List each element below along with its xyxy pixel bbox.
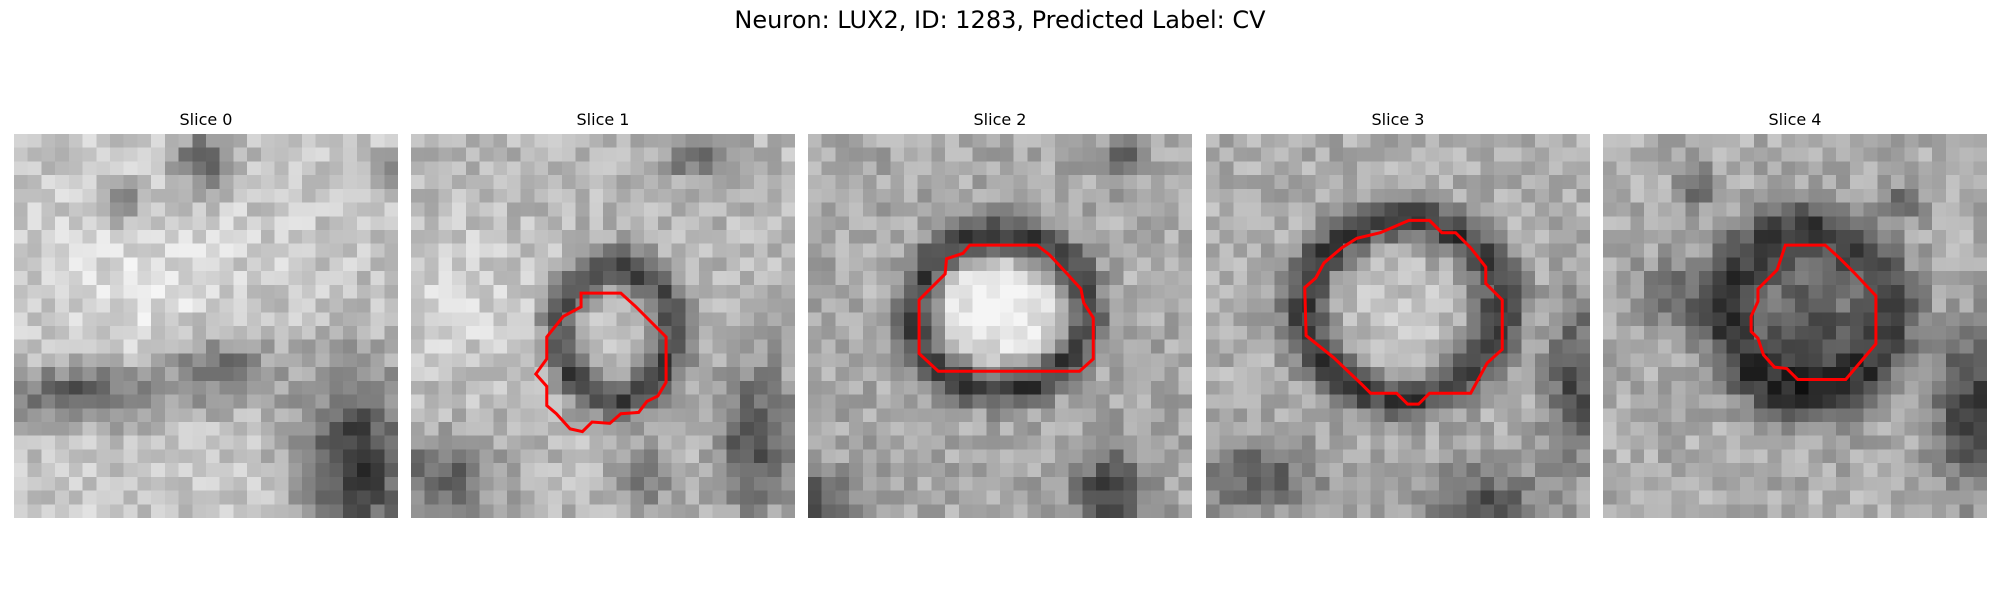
slice-panel-4: Slice 4 xyxy=(1603,108,1987,518)
slice-title-4: Slice 4 xyxy=(1768,110,1822,129)
slice-panel-3: Slice 3 xyxy=(1206,108,1590,518)
slice-title-1: Slice 1 xyxy=(576,110,630,129)
segmentation-contour-2 xyxy=(917,243,1095,373)
slice-image-0 xyxy=(14,134,398,518)
slice-image-3 xyxy=(1206,134,1590,518)
slice-panel-2: Slice 2 xyxy=(808,108,1192,518)
segmentation-contour-3 xyxy=(1303,218,1504,406)
figure-title: Neuron: LUX2, ID: 1283, Predicted Label:… xyxy=(734,6,1266,34)
slice-title-2: Slice 2 xyxy=(973,110,1027,129)
slice-panel-1: Slice 1 xyxy=(411,108,795,518)
segmentation-contour-1 xyxy=(533,291,668,434)
slice-image-2 xyxy=(808,134,1192,518)
slice-title-3: Slice 3 xyxy=(1371,110,1425,129)
segmentation-contour-4 xyxy=(1749,243,1878,381)
slice-image-1 xyxy=(411,134,795,518)
slice-title-0: Slice 0 xyxy=(179,110,233,129)
slice-image-4 xyxy=(1603,134,1987,518)
slice-panel-0: Slice 0 xyxy=(14,108,398,518)
